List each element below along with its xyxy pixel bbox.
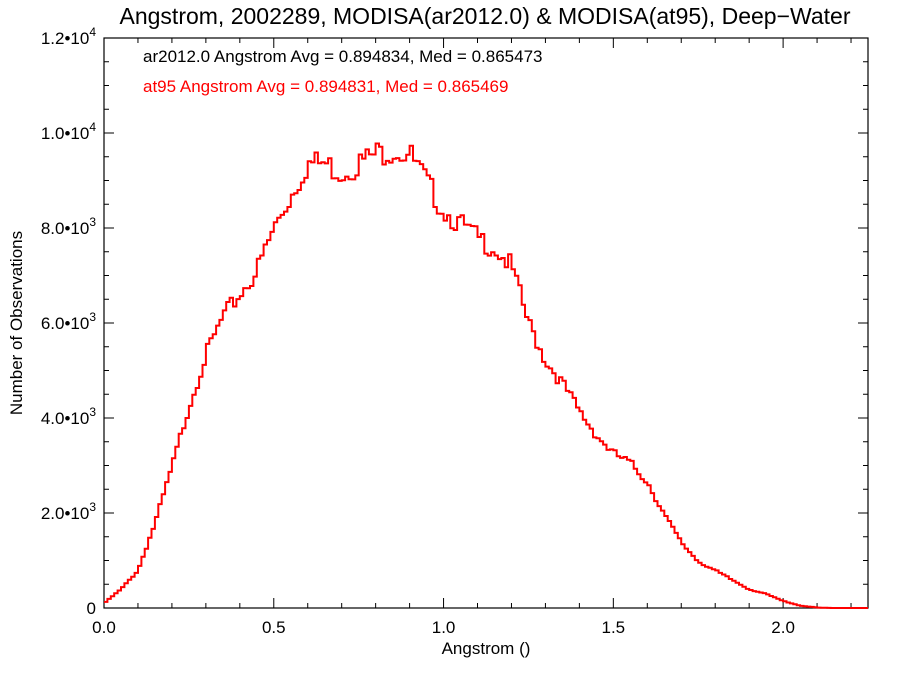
legend-entry-ar2012: ar2012.0 Angstrom Avg = 0.894834, Med = … [143, 47, 543, 66]
y-tick-label: 1.2•104 [41, 25, 97, 48]
y-tick-label: 4.0•103 [41, 405, 97, 428]
y-tick-label: 6.0•103 [41, 310, 97, 333]
x-tick-label: 1.0 [432, 618, 456, 637]
x-tick-label: 2.0 [771, 618, 795, 637]
x-axis-ticks: 0.0 0.5 1.0 1.5 2.0 [92, 38, 852, 637]
y-tick-label: 1.0•104 [41, 120, 97, 143]
chart-title: Angstrom, 2002289, MODISA(ar2012.0) & MO… [120, 3, 851, 29]
x-tick-label: 1.5 [602, 618, 626, 637]
histogram-series-line [104, 142, 868, 609]
y-axis-label: Number of Observations [7, 231, 26, 415]
x-tick-label: 0.5 [262, 618, 286, 637]
y-tick-label: 8.0•103 [41, 215, 97, 238]
y-tick-label: 2.0•103 [41, 500, 97, 523]
x-tick-label: 0.0 [92, 618, 116, 637]
legend-entry-at95: at95 Angstrom Avg = 0.894831, Med = 0.86… [143, 77, 508, 96]
x-axis-label: Angstrom () [442, 639, 531, 658]
y-tick-label: 0 [87, 599, 96, 618]
y-axis-ticks: 0 2.0•103 4.0•103 6.0•103 8.0•103 1.0•104 1.2•… [41, 25, 868, 618]
